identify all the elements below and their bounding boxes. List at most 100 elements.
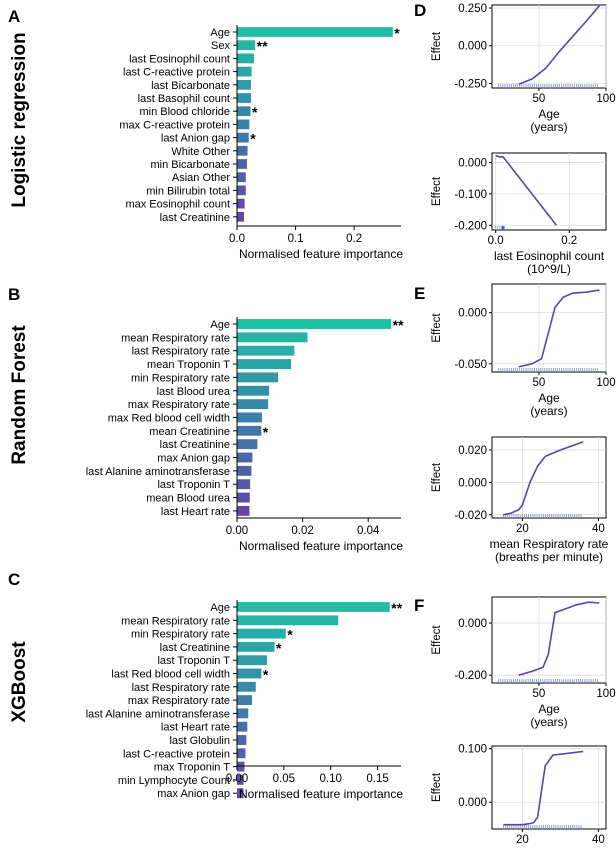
panel-letter-c: C <box>8 570 20 589</box>
panel-b-category-label: mean Blood urea <box>146 493 231 505</box>
panel-c-category-label: min Lymphocyte Count <box>118 775 230 787</box>
panel-e2-ylabel: Effect <box>431 462 443 492</box>
panel-e2-effect-line <box>503 441 584 516</box>
panel-d1-ytick-label: 0.000 <box>458 41 487 53</box>
panel-b-category-label: last Heart rate <box>161 506 230 518</box>
panel-b-xtick-label: 0.04 <box>357 525 380 537</box>
panel-c-category-label: last Heart rate <box>161 722 230 734</box>
panel-b-xtick-label: 0.00 <box>226 525 248 537</box>
panel-b-bar-12 <box>237 465 252 476</box>
panel-d1-ytick-label: -0.250 <box>454 78 487 90</box>
panel-b-bar-15 <box>237 505 250 516</box>
panel-c-category-label: Age <box>210 602 230 614</box>
panel-b-significance-mark: * <box>263 424 269 440</box>
panel-f2-xtick-label: 20 <box>516 834 529 846</box>
panel-c-significance-mark: * <box>287 627 293 643</box>
panel-d1-ylabel: Effect <box>431 31 443 61</box>
panel-a-category-label: min Blood chloride <box>140 106 231 118</box>
panel-e2-xtick-label: 40 <box>592 523 605 535</box>
panel-b-bar-3 <box>237 345 295 356</box>
panel-d2-ytick-label: -0.100 <box>454 189 487 201</box>
panel-b-bar-10 <box>237 439 258 450</box>
panel-b-category-label: mean Troponin T <box>147 359 230 371</box>
panel-a-bar-11 <box>237 159 247 169</box>
panel-a-xtick-label: 0.1 <box>288 233 304 245</box>
panel-c-significance-mark: * <box>263 667 269 683</box>
panel-c-category-label: last Alanine aminotransferase <box>86 708 230 720</box>
panel-b-category-label: last Respiratory rate <box>132 346 230 358</box>
panel-c-bar-7 <box>237 681 256 692</box>
panel-f2-rug <box>503 825 582 829</box>
panel-f2-ytick-label: 0.000 <box>458 797 487 809</box>
panel-b-bar-8 <box>237 412 262 423</box>
panel-b-xtick-label: 0.02 <box>291 525 313 537</box>
panel-c-xtick-label: 0.10 <box>320 773 342 785</box>
panel-b-category-label: last Alanine aminotransferase <box>86 466 230 478</box>
panel-b-bar-14 <box>237 492 250 503</box>
panel-a-category-label: min Bicarbonate <box>151 159 231 171</box>
panel-b-bar-6 <box>237 385 270 396</box>
panel-a-category-label: min Bilirubin total <box>146 185 230 197</box>
panel-f1-frame <box>491 596 607 684</box>
panel-b-bar-2 <box>237 332 308 343</box>
row-title-1: Logistic regression <box>9 32 30 207</box>
panel-b-category-label: min Respiratory rate <box>131 372 230 384</box>
panel-e2-frame <box>491 436 607 519</box>
panel-f1-rug <box>498 679 598 683</box>
panel-d1-effect-line <box>518 5 600 85</box>
panel-d2-ytick-label: 0.000 <box>458 157 487 169</box>
panel-f1-ylabel: Effect <box>431 625 443 655</box>
panel-c-bar-2 <box>237 615 339 626</box>
panel-f2-xlabel-line1: mean Respiratory rate <box>490 848 609 850</box>
panel-c-category-label: last Globulin <box>169 735 230 747</box>
panel-a-category-label: Age <box>210 27 230 39</box>
panel-c-bar-1 <box>237 602 390 612</box>
panel-f1-xlabel-line2: (years) <box>530 715 567 729</box>
panel-f2-xtick-label: 40 <box>592 834 605 846</box>
panel-letter-e: E <box>414 284 425 303</box>
panel-b-category-label: last Blood urea <box>157 386 231 398</box>
panel-d2-rug <box>495 226 503 230</box>
panel-c-category-label: max Respiratory rate <box>128 695 230 707</box>
panel-b-bar-13 <box>237 479 251 490</box>
panel-c-bar-8 <box>237 695 252 706</box>
panel-e2-xtick-label: 20 <box>516 523 529 535</box>
panel-f2-frame <box>491 745 607 830</box>
panel-b-category-label: max Red blood cell width <box>108 412 230 424</box>
panel-a-bar-10 <box>237 145 248 156</box>
panel-c-bar-12 <box>237 748 246 759</box>
panel-a-bar-1 <box>237 27 393 37</box>
panel-b-bar-5 <box>237 372 278 383</box>
panel-c-xtick-label: 0.15 <box>366 773 388 785</box>
panel-a-category-label: max Eosinophil count <box>125 199 230 211</box>
panel-e2-ytick-label: 0.000 <box>458 477 487 489</box>
panel-a-significance-mark: ** <box>257 38 268 54</box>
panel-b-category-label: Age <box>210 319 230 331</box>
panel-c-xtick-label: 0.05 <box>273 773 295 785</box>
panel-a-bar-2 <box>237 40 256 51</box>
panel-a-bar-15 <box>237 211 245 222</box>
panel-letter-a: A <box>8 7 20 26</box>
panel-c-significance-mark: * <box>276 640 282 656</box>
panel-b-category-label: max Anion gap <box>157 453 230 465</box>
panel-b-category-label: last Creatinine <box>160 439 230 451</box>
panel-a-significance-mark: * <box>394 25 400 41</box>
panel-f2-ylabel: Effect <box>431 772 443 802</box>
panel-f1-ytick-label: -0.200 <box>454 670 487 682</box>
panel-d2-xtick-label: 0.0 <box>488 235 504 247</box>
panel-f2-effect-line <box>503 750 584 826</box>
panel-c-bar-5 <box>237 655 267 666</box>
panel-f1-effect-line <box>518 601 600 676</box>
panel-c-category-label: last C-reactive protein <box>123 748 230 760</box>
panel-letter-d: D <box>414 1 426 20</box>
panel-e1-xlabel-line2: (years) <box>530 404 567 418</box>
panel-d1-xlabel-line2: (years) <box>530 120 567 134</box>
panel-d1-ytick-label: 0.250 <box>458 3 487 15</box>
panel-d1-xtick-label: 100 <box>596 93 615 105</box>
panel-b-significance-mark: ** <box>393 317 404 333</box>
panel-a-category-label: last Basophil count <box>138 93 230 105</box>
panel-c-bar-15 <box>237 788 244 799</box>
panel-c-category-label: max Anion gap <box>157 788 230 800</box>
panel-b-category-label: max Respiratory rate <box>128 399 230 411</box>
